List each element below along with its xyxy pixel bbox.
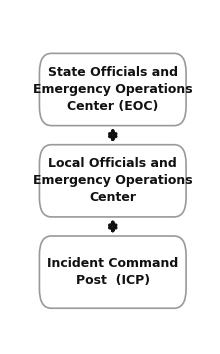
FancyBboxPatch shape [39,53,186,126]
FancyBboxPatch shape [39,145,186,217]
Text: State Officials and
Emergency Operations
Center (EOC): State Officials and Emergency Operations… [33,66,192,113]
Text: Local Officials and
Emergency Operations
Center: Local Officials and Emergency Operations… [33,157,192,204]
FancyBboxPatch shape [39,236,186,308]
Text: Incident Command
Post  (ICP): Incident Command Post (ICP) [47,257,178,287]
